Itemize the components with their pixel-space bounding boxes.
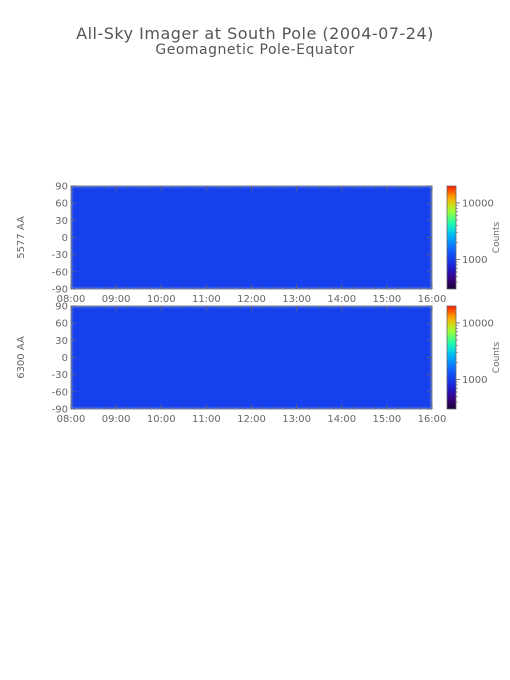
colorbar [446,185,457,290]
x-tick-label: 08:00 [57,294,86,305]
heatmap-cells [71,306,432,409]
heatmap-panel-2 [71,306,432,409]
chart-subtitle: Geomagnetic Pole-Equator [155,42,355,58]
y-tick-label: 60 [55,319,68,330]
colorbar-label: Counts [492,341,502,373]
y-tick-label: 0 [62,233,68,244]
heatmap-base [71,306,432,409]
x-tick-label: 14:00 [327,294,356,305]
x-tick-label: 15:00 [372,294,401,305]
x-tick-label: 14:00 [327,414,356,425]
colorbar-label: Counts [492,221,502,253]
y-axis-label: 6300 AA [16,336,27,379]
colorbar [446,305,457,410]
chart-title: All-Sky Imager at South Pole (2004-07-24… [76,24,434,43]
x-tick-label: 16:00 [418,294,447,305]
x-tick-label: 16:00 [418,414,447,425]
x-tick-label: 10:00 [147,294,176,305]
y-tick-label: 30 [55,216,68,227]
x-tick-label: 11:00 [192,414,221,425]
y-tick-label: -60 [52,267,68,278]
colorbar-tick-label: 10000 [462,198,494,209]
x-tick-label: 13:00 [282,414,311,425]
x-tick-label: 15:00 [372,414,401,425]
y-tick-label: -60 [52,387,68,398]
x-tick-label: 12:00 [237,414,266,425]
y-tick-label: 90 [55,182,68,193]
x-tick-label: 12:00 [237,294,266,305]
colorbar-tick-label: 10000 [462,318,494,329]
colorbar-tick-label: 1000 [462,255,487,266]
y-tick-label: 60 [55,199,68,210]
y-tick-label: -90 [52,285,68,296]
y-tick-label: -90 [52,405,68,416]
x-tick-label: 11:00 [192,294,221,305]
x-tick-label: 09:00 [102,294,131,305]
heatmap-base [71,186,432,289]
y-tick-label: 30 [55,336,68,347]
colorbar-tick-label: 1000 [462,375,487,386]
x-tick-label: 13:00 [282,294,311,305]
x-tick-label: 09:00 [102,414,131,425]
y-tick-label: 90 [55,302,68,313]
heatmap-cells [71,186,432,289]
y-tick-label: -30 [52,250,68,261]
y-axis-label: 5577 AA [16,216,27,259]
y-tick-label: 0 [62,353,68,364]
heatmap-panel-1 [71,186,432,289]
y-tick-label: -30 [52,370,68,381]
x-tick-label: 08:00 [57,414,86,425]
x-tick-label: 10:00 [147,414,176,425]
